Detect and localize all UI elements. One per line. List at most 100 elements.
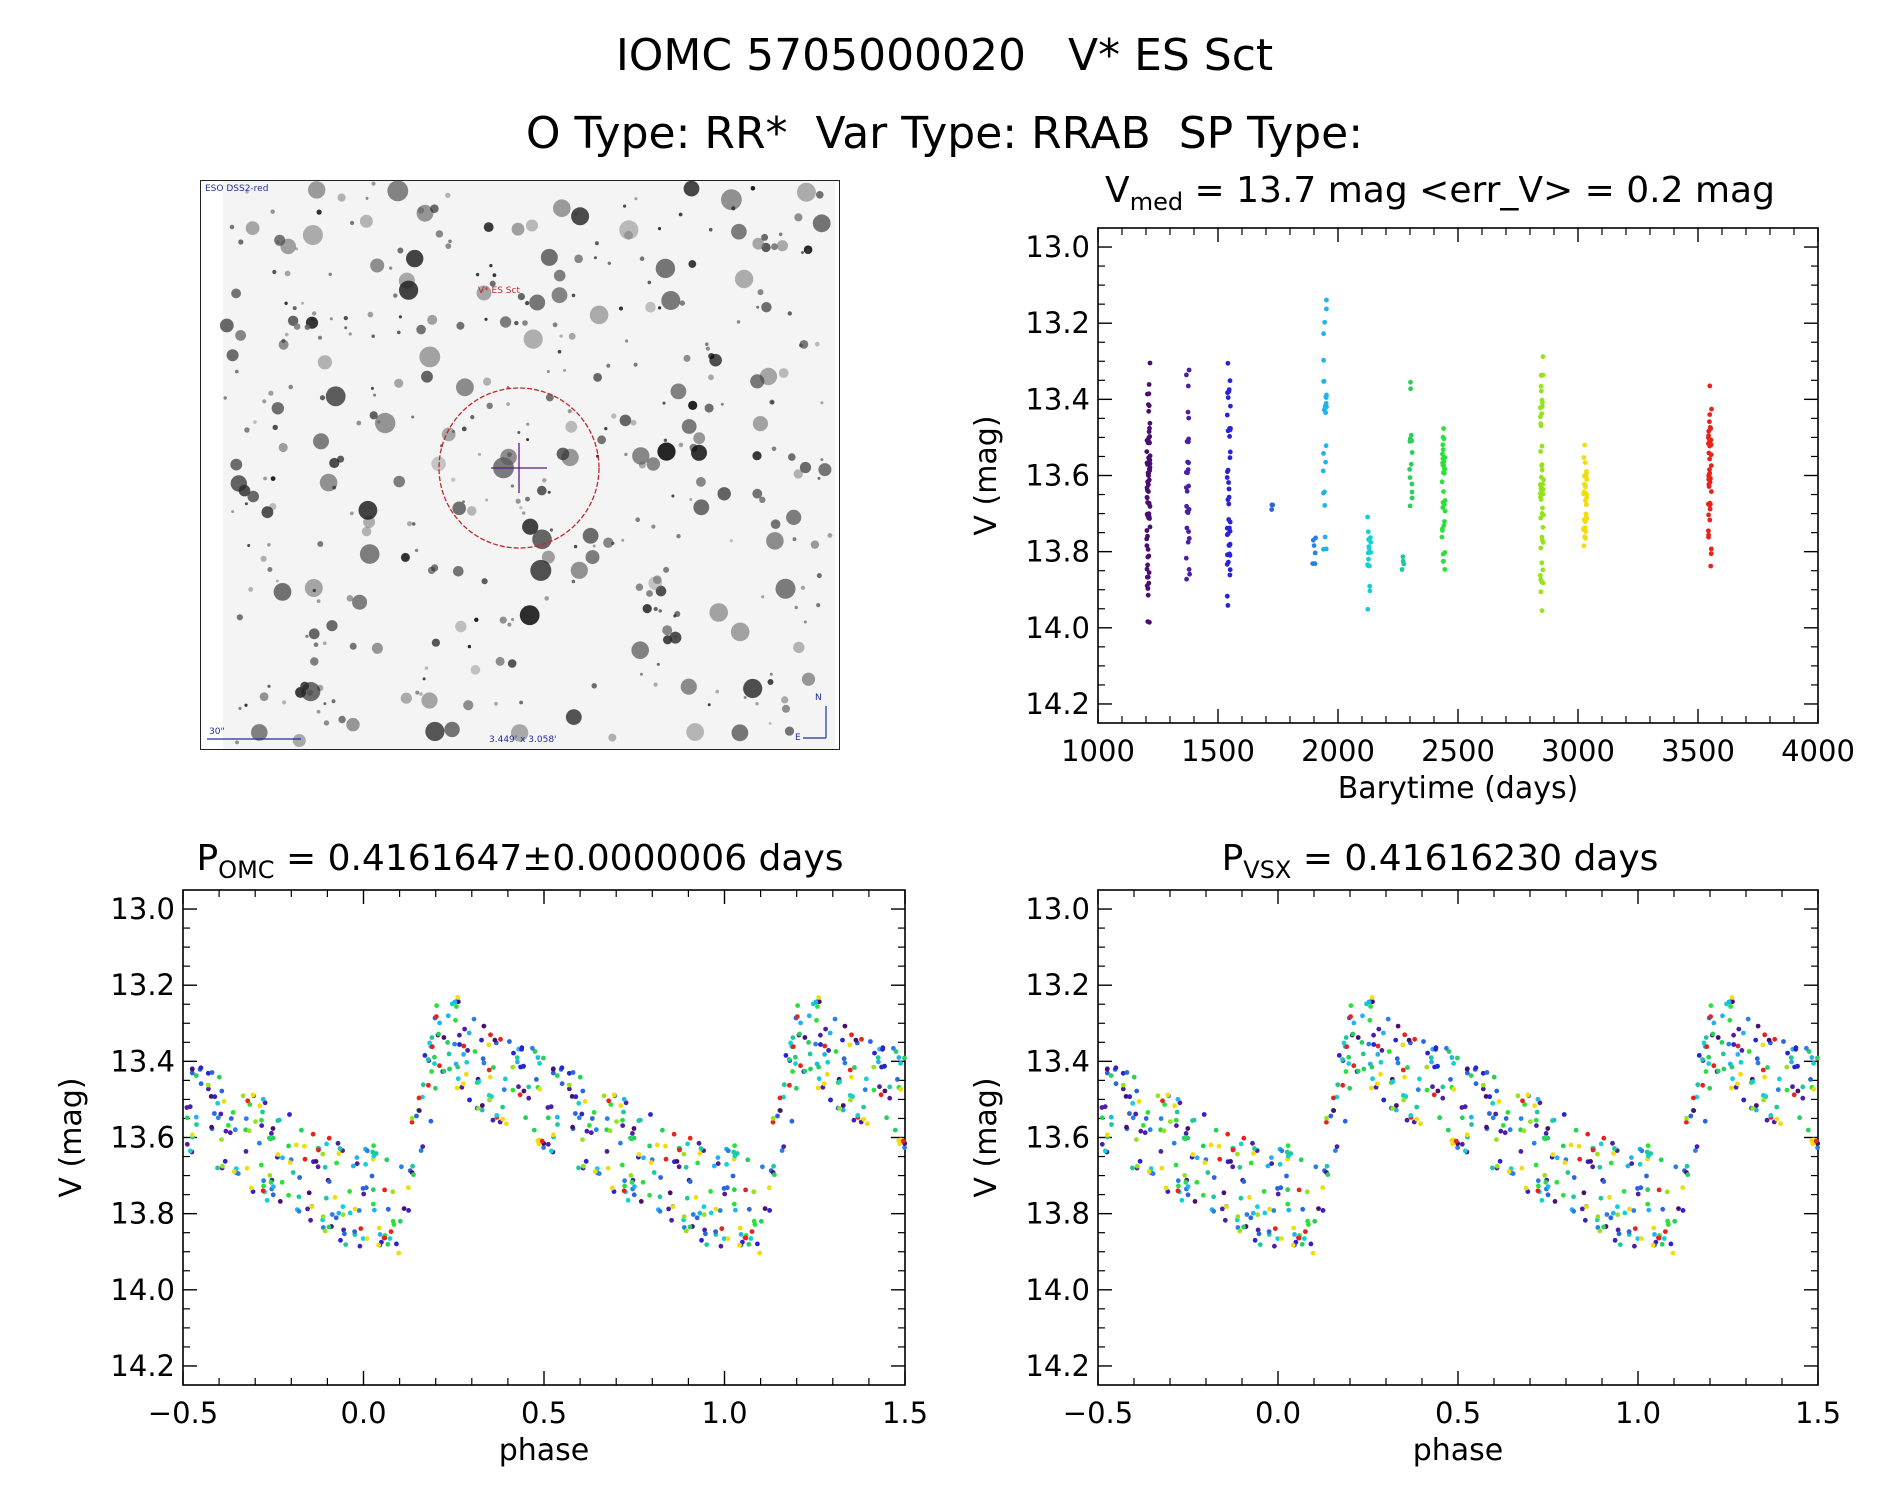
star [369,411,378,420]
data-point [1658,1157,1664,1163]
data-point [880,1046,885,1052]
star [571,207,590,226]
data-point [1656,1235,1662,1241]
data-point [1784,1087,1790,1093]
data-point [1691,1095,1696,1101]
data-point [187,1148,193,1154]
star [238,706,242,711]
data-point [1394,1056,1400,1062]
data-point [554,1073,560,1078]
star [653,575,662,584]
star [522,511,526,515]
data-point [1701,1040,1707,1046]
data-point [1342,1118,1348,1124]
data-point [1255,1204,1260,1210]
data-point [1584,516,1590,521]
star [619,414,632,427]
data-point [1390,1106,1395,1111]
data-point [1595,1214,1601,1219]
data-point [1706,476,1712,482]
data-point [257,1140,262,1146]
data-point [1145,472,1151,478]
data-point [865,1121,870,1127]
data-point [828,1097,833,1103]
data-point [461,1052,466,1057]
data-point [1105,1132,1110,1138]
data-point [1626,1229,1632,1234]
data-point [1708,551,1714,557]
star [720,402,724,406]
data-point [277,1199,283,1204]
data-point [1145,1110,1151,1115]
data-point [687,1179,693,1184]
data-point [1228,403,1233,409]
data-point [1367,563,1372,569]
data-point [1269,1155,1274,1160]
data-point [623,1100,629,1106]
star [295,247,299,251]
star [425,721,445,742]
data-point [1632,1226,1638,1231]
star [731,223,747,240]
data-point [636,1152,642,1157]
data-point [1250,1210,1256,1216]
star [397,247,404,254]
data-point [1402,1032,1408,1038]
data-point [1753,1107,1759,1113]
data-point [1322,319,1328,325]
data-point [1225,467,1231,473]
star [313,433,329,450]
star [466,506,477,516]
data-point [902,1145,907,1150]
data-point [1651,1225,1657,1231]
data-point [1707,1085,1713,1091]
data-point [455,999,461,1005]
data-point [1483,1094,1489,1099]
data-point [703,1231,708,1237]
data-point [1795,1088,1801,1094]
star [591,683,597,689]
data-point [1146,429,1152,435]
data-point [1183,485,1189,490]
data-point [1224,1204,1229,1210]
data-point [1145,592,1151,598]
data-point [1227,567,1233,573]
star [750,374,765,389]
data-point [815,1004,820,1009]
star [260,555,267,562]
star [708,227,713,232]
star [470,415,475,420]
data-point [1270,502,1276,508]
data-point [205,1082,211,1088]
star [419,692,423,696]
star [419,346,441,368]
x-tick-label: 1.0 [701,1396,747,1430]
data-point [1451,1061,1456,1066]
data-point [1346,1061,1352,1066]
data-point [1441,426,1446,431]
star [549,528,553,532]
data-point [1665,1218,1670,1224]
data-point [1588,1159,1593,1164]
data-point [777,1095,783,1101]
star [681,419,697,434]
star [655,258,676,279]
star [657,227,662,231]
data-point [1735,1081,1740,1087]
star [526,422,530,426]
data-point [604,1149,610,1154]
star [803,620,807,624]
data-point [257,1103,263,1109]
star [485,498,489,502]
data-point [545,1141,551,1147]
data-point [1800,1084,1806,1090]
data-point [1108,1073,1114,1078]
star [759,367,778,386]
data-point [379,1239,384,1245]
data-point [674,1159,680,1164]
data-point [1439,479,1445,485]
data-point [1359,1040,1365,1045]
data-point [441,1035,447,1040]
data-point [1296,1187,1302,1193]
data-point [1379,1048,1385,1053]
